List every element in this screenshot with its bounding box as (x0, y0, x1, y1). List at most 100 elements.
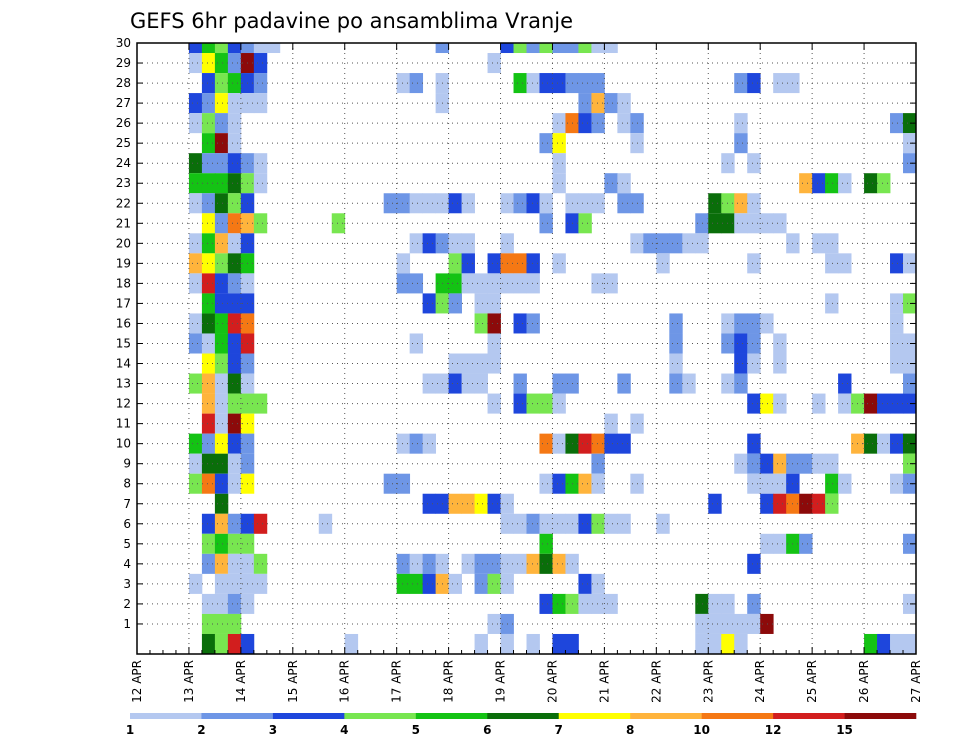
y-tick-label: 30 (116, 36, 131, 50)
data-cell (747, 333, 761, 354)
data-cell (487, 293, 501, 314)
data-cell (214, 43, 229, 54)
data-cell (409, 573, 424, 594)
data-cell (214, 513, 229, 534)
data-cell (747, 73, 761, 94)
data-cell (721, 633, 735, 654)
data-cell (240, 43, 255, 54)
data-cell (188, 333, 203, 354)
data-cell (448, 493, 462, 514)
data-cell (734, 113, 748, 134)
data-cell (253, 93, 268, 114)
y-tick-label: 24 (116, 156, 131, 170)
data-cell (565, 43, 579, 54)
data-cell (578, 43, 592, 54)
data-cell (591, 433, 605, 454)
data-cell (695, 233, 709, 254)
data-cell (253, 173, 268, 194)
data-cell (890, 313, 904, 334)
data-cell (513, 373, 527, 394)
data-cell (201, 353, 216, 374)
data-cell (201, 153, 216, 174)
data-cell (877, 433, 891, 454)
data-cell (214, 93, 229, 114)
colorbar-label: 7 (555, 723, 563, 737)
data-cell (253, 393, 268, 414)
data-cell (747, 353, 761, 374)
data-cell (903, 253, 917, 274)
data-cell (253, 153, 268, 174)
data-cell (747, 313, 761, 334)
data-cell (513, 193, 527, 214)
data-cell (227, 53, 242, 74)
data-cell (812, 173, 826, 194)
data-cell (253, 43, 268, 54)
data-cell (552, 373, 566, 394)
data-cell (188, 193, 203, 214)
data-cell (669, 233, 683, 254)
data-cell (201, 373, 216, 394)
data-cell (214, 233, 229, 254)
data-cell (838, 473, 852, 494)
data-cell (474, 553, 488, 574)
data-cell (747, 193, 761, 214)
data-cell (487, 53, 501, 74)
colorbar-segment (272, 713, 345, 719)
data-cell (214, 573, 229, 594)
data-cell (890, 113, 904, 134)
data-cell (188, 573, 203, 594)
data-cell (214, 473, 229, 494)
data-cell (539, 533, 553, 554)
data-cell (383, 193, 398, 214)
data-cell (409, 433, 424, 454)
data-cell (526, 393, 540, 414)
data-cell (253, 73, 268, 94)
data-cells (188, 43, 917, 654)
colorbar-label: 10 (693, 723, 710, 737)
y-tick-label: 26 (116, 116, 131, 130)
data-cell (552, 113, 566, 134)
data-cell (864, 393, 878, 414)
data-cell (188, 43, 203, 54)
data-cell (604, 93, 618, 114)
data-cell (487, 493, 501, 514)
data-cell (552, 253, 566, 274)
data-cell (617, 93, 631, 114)
x-tick-label: 19 APR (494, 660, 508, 703)
data-cell (591, 573, 605, 594)
data-cell (422, 193, 437, 214)
data-cell (513, 43, 527, 54)
data-cell (825, 493, 839, 514)
data-cell (188, 153, 203, 174)
data-cell (487, 573, 501, 594)
data-cell (188, 433, 203, 454)
data-cell (604, 273, 618, 294)
data-cell (539, 193, 553, 214)
data-cell (422, 233, 437, 254)
x-tick-label: 16 APR (338, 660, 352, 703)
data-cell (747, 553, 761, 574)
data-cell (214, 453, 229, 474)
x-tick-label: 12 APR (130, 660, 144, 703)
data-cell (617, 513, 631, 534)
data-cell (422, 373, 437, 394)
data-cell (227, 113, 242, 134)
data-cell (396, 553, 411, 574)
y-tick-label: 27 (116, 96, 131, 110)
data-cell (227, 253, 242, 274)
colorbar-label: 6 (483, 723, 491, 737)
data-cell (318, 513, 333, 534)
colorbar: 1 2 3 4 5 6 7 8 10 12 15 (126, 713, 917, 737)
colorbar-label: 12 (765, 723, 782, 737)
data-cell (695, 213, 709, 234)
data-cell (422, 553, 437, 574)
data-cell (539, 393, 553, 414)
data-cell (825, 233, 839, 254)
data-cell (513, 253, 527, 274)
data-cell (890, 473, 904, 494)
data-cell (448, 573, 462, 594)
data-cell (591, 93, 605, 114)
data-cell (890, 293, 904, 314)
data-cell (201, 293, 216, 314)
